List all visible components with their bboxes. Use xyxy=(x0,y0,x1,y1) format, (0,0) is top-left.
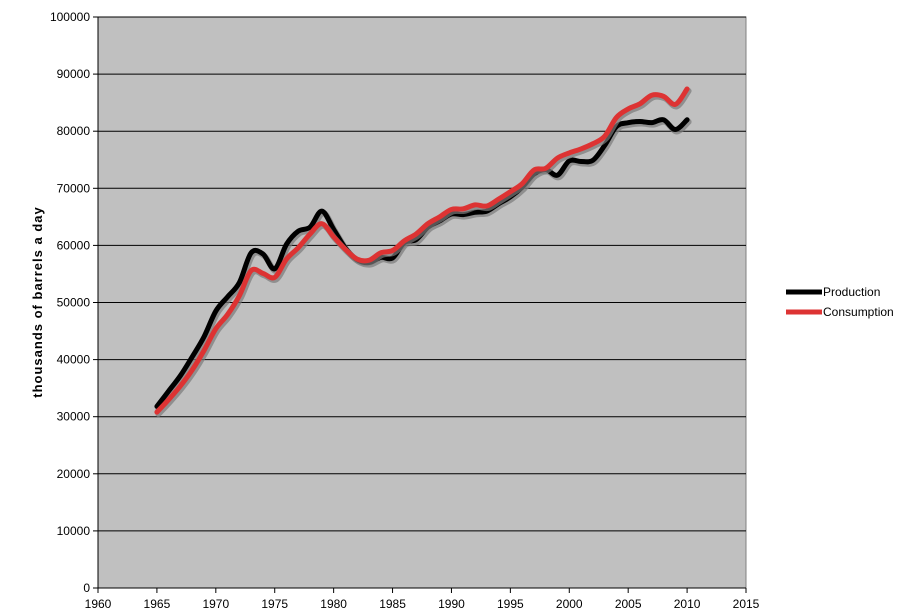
series-line-consumption xyxy=(154,86,690,415)
x-tick-label-4: 1980 xyxy=(320,597,347,611)
y-tick-label-4: 40000 xyxy=(57,353,91,367)
y-tick-label-1: 10000 xyxy=(57,524,91,538)
x-tick-label-11: 2015 xyxy=(733,597,760,611)
x-tick-label-3: 1975 xyxy=(261,597,288,611)
y-tick-label-10: 100000 xyxy=(50,10,90,24)
legend: Production Consumption xyxy=(786,285,894,319)
x-axis-ticks: 1960 1965 1970 1975 1980 1985 1990 1995 2000 2005… xyxy=(85,588,760,611)
y-tick-label-3: 30000 xyxy=(57,410,91,424)
y-tick-label-5: 50000 xyxy=(57,296,91,310)
legend-label-production: Production xyxy=(823,285,880,299)
x-tick-label-0: 1960 xyxy=(85,597,112,611)
x-tick-label-1: 1965 xyxy=(144,597,171,611)
x-tick-label-2: 1970 xyxy=(202,597,229,611)
x-tick-label-8: 2000 xyxy=(556,597,583,611)
y-tick-label-2: 20000 xyxy=(57,467,91,481)
y-tick-label-6: 60000 xyxy=(57,238,91,252)
y-axis-ticks: 0 10000 20000 30000 40000 50000 60000 70000 8000… xyxy=(50,10,98,595)
legend-label-consumption: Consumption xyxy=(823,305,894,319)
y-axis-title: thousands of barrels a day xyxy=(30,206,45,397)
y-tick-label-7: 70000 xyxy=(57,181,91,195)
x-tick-label-7: 1995 xyxy=(497,597,524,611)
y-tick-label-8: 80000 xyxy=(57,124,91,138)
y-tick-label-9: 90000 xyxy=(57,67,91,81)
x-tick-label-5: 1985 xyxy=(379,597,406,611)
gridlines xyxy=(98,16,746,532)
x-tick-label-9: 2005 xyxy=(615,597,642,611)
series-lines xyxy=(154,86,692,418)
x-tick-label-6: 1990 xyxy=(438,597,465,611)
x-tick-label-10: 2010 xyxy=(674,597,701,611)
y-tick-label-0: 0 xyxy=(83,581,90,595)
